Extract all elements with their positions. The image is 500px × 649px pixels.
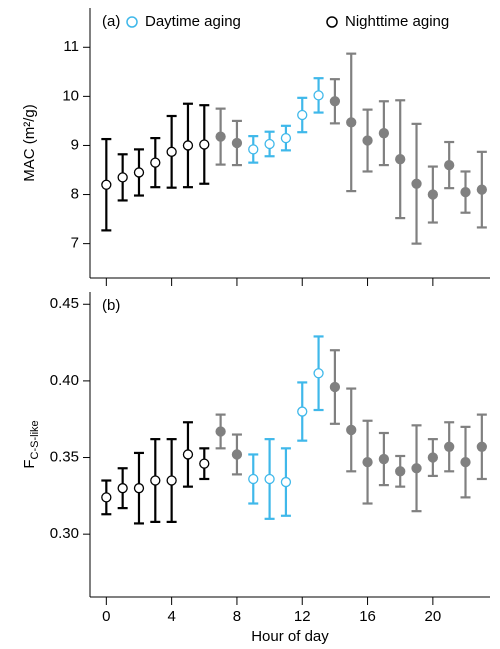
panel-label: (a) [102,13,120,30]
x-tick-label: 20 [425,608,442,625]
y-tick-label: 11 [63,38,79,55]
legend-marker [326,16,338,28]
y-tick-label: 0.30 [50,525,79,542]
marker [215,426,226,437]
marker [101,179,112,190]
marker [248,144,259,155]
legend-label: Nighttime aging [345,13,449,30]
marker [329,96,341,107]
marker [329,381,341,393]
marker [280,476,292,488]
marker [476,441,487,452]
marker [166,146,177,157]
x-tick-label: 0 [102,608,110,625]
x-tick-label: 4 [167,608,175,625]
y-axis-label: FC-S-like [21,420,41,468]
marker [313,368,324,379]
panel-label: (b) [102,297,120,314]
y-label-subscript: C-S-like [29,420,41,459]
marker [215,131,226,142]
marker [346,424,357,436]
marker [133,483,145,494]
y-label-text: F [21,459,38,468]
marker [297,406,308,417]
y-tick-label: 10 [62,87,79,104]
x-tick-label: 16 [359,608,376,625]
marker [427,452,439,463]
marker [411,463,422,474]
marker [378,128,390,139]
x-axis-label: Hour of day [251,628,329,645]
marker [313,90,324,101]
x-tick-label: 12 [294,608,311,625]
marker [264,138,275,150]
marker [280,132,292,144]
marker [117,483,128,494]
marker [101,492,112,503]
marker [346,117,357,128]
marker [166,475,177,486]
marker [150,475,161,486]
marker [444,441,455,452]
x-tick-label: 8 [233,608,241,625]
y-tick-label: 0.45 [50,295,79,312]
marker [395,154,406,165]
legend-label: Daytime aging [145,13,241,30]
marker [362,456,373,468]
marker [133,167,145,178]
y-axis-label: MAC (m²/g) [21,104,38,182]
y-tick-label: 0.35 [50,448,79,465]
marker [199,458,210,469]
marker [182,140,194,151]
y-tick-label: 8 [71,186,79,203]
marker [476,184,487,195]
legend-marker [126,16,138,28]
marker [378,453,390,465]
y-tick-label: 7 [71,235,79,252]
marker [199,139,210,150]
marker [444,159,455,171]
marker [427,189,439,200]
marker [411,178,422,189]
marker [460,456,471,468]
y-tick-label: 0.40 [50,372,79,389]
marker [264,473,275,485]
y-tick-label: 9 [71,136,79,153]
marker [182,449,194,460]
y-label-text: MAC (m²/g) [21,104,38,182]
marker [150,157,161,168]
marker [460,186,471,198]
marker [117,172,128,183]
marker [297,109,308,121]
marker [231,137,243,149]
marker [248,473,259,485]
marker [231,449,243,460]
marker [395,466,406,477]
marker [362,135,373,146]
